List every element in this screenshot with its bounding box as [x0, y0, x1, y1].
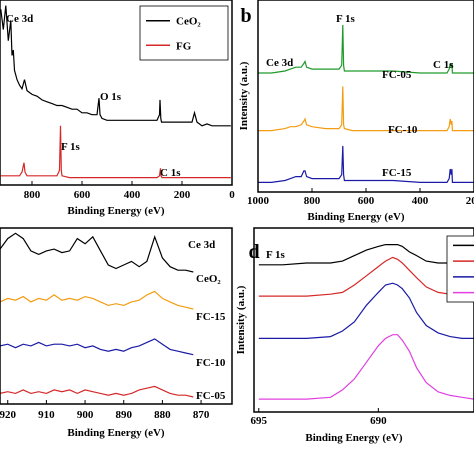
y-axis-label: Intensity (a.u.): [238, 61, 250, 130]
legend-box: [139, 5, 229, 61]
axes-frame: [0, 227, 233, 405]
x-tick-label: 910: [38, 409, 55, 421]
spectrum-line: [258, 256, 474, 297]
x-tick-label: 200: [174, 189, 191, 201]
annotation: F 1s: [61, 141, 81, 153]
x-axis-label: Binding Energy (eV): [67, 205, 165, 217]
x-axis-label: Binding Energy (eV): [307, 211, 405, 223]
panel-letter: b: [240, 5, 251, 27]
spectrum-line: [258, 24, 474, 74]
series-label: FC-10: [388, 124, 418, 136]
series-label: FC-05: [382, 69, 412, 81]
x-axis-label: Binding Energy (eV): [67, 427, 165, 439]
x-tick-label: 600: [74, 189, 91, 201]
spectrum-line: [0, 290, 194, 310]
x-tick-label: 400: [124, 189, 141, 201]
legend-box: [446, 235, 474, 303]
annotation: Ce 3d: [266, 57, 293, 69]
panel: 695 690 Binding Energy (eV) Intensity (a.u.…: [235, 227, 474, 444]
annotation: Ce 3d: [6, 13, 33, 25]
panel-letter: d: [248, 241, 259, 263]
panel: 1000 800 600 400 200 Binding Energy (eV) Inten…: [238, 0, 474, 223]
x-tick-label: 600: [358, 195, 375, 207]
annotation: F 1s: [266, 249, 286, 261]
x-tick-label: 0: [229, 189, 235, 201]
x-tick-label: 880: [154, 409, 171, 421]
x-tick-label: 800: [24, 189, 41, 201]
panel: 800 600 400 200 0 Binding Energy (eV) Ce 3d O 1…: [0, 0, 235, 217]
series-label: FC-05: [196, 390, 226, 402]
spectrum-line: [0, 125, 231, 179]
x-tick-label: 695: [251, 415, 268, 427]
x-tick-label: 690: [370, 415, 387, 427]
annotation: Ce 3d: [188, 239, 215, 251]
annotation: F 1s: [336, 13, 356, 25]
spectrum-line: [258, 334, 474, 400]
series-label: CeO₂: [196, 273, 221, 285]
legend-label: FG: [176, 40, 192, 52]
annotation: C 1s: [160, 167, 181, 179]
x-tick-label: 200: [466, 195, 474, 207]
series-label: FC-15: [196, 311, 226, 323]
x-tick-label: 900: [77, 409, 94, 421]
legend-label: CeO₂: [176, 16, 201, 28]
spectrum-line: [0, 232, 194, 273]
panel: 920 910 900 890 880 870 Binding Energy (eV) Ce …: [0, 227, 233, 439]
annotation: C 1s: [433, 59, 454, 71]
axes-frame: [257, 0, 474, 193]
x-tick-label: 890: [115, 409, 132, 421]
x-tick-label: 920: [0, 409, 16, 421]
x-axis-label: Binding Energy (eV): [305, 432, 403, 444]
spectrum-line: [258, 145, 474, 183]
axes-frame: [253, 227, 474, 413]
spectrum-line: [258, 244, 474, 266]
spectrum-line: [0, 385, 194, 398]
x-tick-label: 800: [304, 195, 321, 207]
x-tick-label: 400: [412, 195, 429, 207]
spectrum-line: [0, 338, 194, 356]
spectrum-line: [258, 86, 474, 132]
spectrum-line: [0, 5, 231, 127]
x-tick-label: 870: [193, 409, 210, 421]
series-label: FC-10: [196, 357, 226, 369]
annotation: O 1s: [100, 91, 122, 103]
series-label: FC-15: [382, 167, 412, 179]
spectrum-line: [258, 282, 474, 339]
y-axis-label: Intensity (a.u.): [235, 285, 247, 354]
x-tick-label: 1000: [247, 195, 270, 207]
axes-frame: [0, 0, 233, 186]
